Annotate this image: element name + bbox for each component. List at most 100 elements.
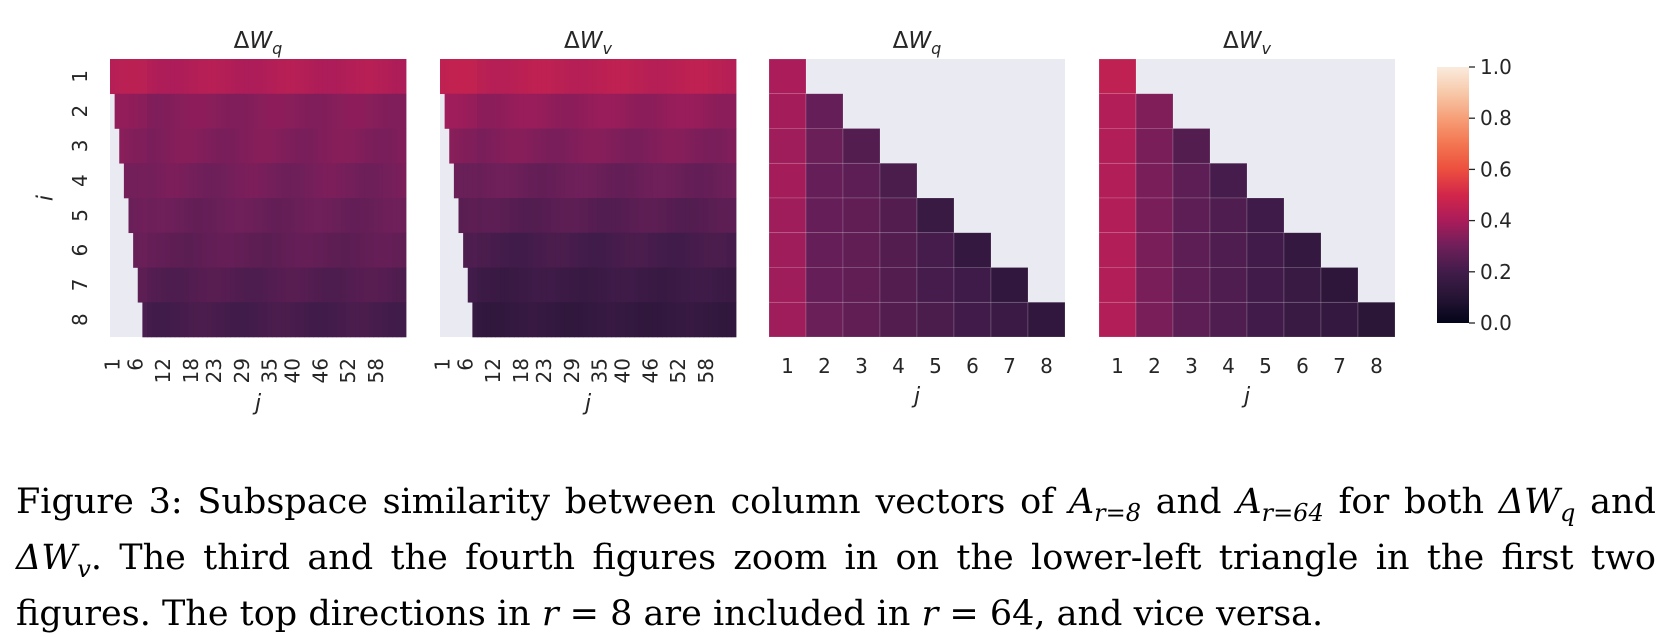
x-tick-label: 6 [453, 358, 477, 371]
heatmap-cell [239, 59, 245, 95]
heatmap-cell [382, 198, 388, 234]
heatmap-cell [401, 93, 407, 129]
heatmap-cell [629, 267, 635, 303]
heatmap-cell [458, 198, 464, 234]
heatmap-cell [267, 198, 273, 234]
heatmap-cell [657, 267, 663, 303]
heatmap-cell [258, 128, 264, 164]
heatmap-cell [119, 93, 125, 129]
heatmap-cell [364, 232, 370, 268]
heatmap-cell [560, 93, 566, 129]
heatmap-cell [615, 128, 621, 164]
heatmap-cell [401, 128, 407, 164]
heatmap-cell [717, 267, 723, 303]
heatmap-cell [373, 267, 379, 303]
heatmap-cell [308, 267, 314, 303]
heatmap-cell [137, 198, 143, 234]
heatmap-cell [689, 232, 695, 268]
heatmap-cell [369, 232, 375, 268]
heatmap-cell [657, 232, 663, 268]
heatmap-cell [481, 93, 487, 129]
heatmap-cell [717, 302, 723, 338]
x-tick-label: 46 [308, 358, 332, 383]
heatmap-cell [477, 163, 483, 199]
heatmap-cell [606, 302, 612, 338]
heatmap-cell [142, 163, 148, 199]
heatmap-cell [373, 198, 379, 234]
heatmap-cell [495, 302, 501, 338]
y-tick-label: 4 [68, 174, 92, 187]
heatmap-cell [151, 128, 157, 164]
heatmap-cell [601, 267, 607, 303]
heatmap-cell [230, 59, 236, 95]
heatmap-cell [248, 302, 254, 338]
heatmap-cell [662, 267, 668, 303]
heatmap-cell [615, 267, 621, 303]
heatmap-cell [1098, 128, 1137, 164]
heatmap-cell [221, 59, 227, 95]
heatmap-cell [615, 163, 621, 199]
heatmap-cell [295, 59, 301, 95]
heatmap-cell [652, 302, 658, 338]
panel-title-dwv-full: ΔWv [564, 28, 612, 58]
heatmap-cell [211, 128, 217, 164]
heatmap-cell [671, 302, 677, 338]
heatmap-cell [322, 267, 328, 303]
caption-body: . The third and the fourth figures zoom … [16, 538, 1668, 634]
heatmap-cell [355, 163, 361, 199]
heatmap-cell [1246, 267, 1285, 303]
heatmap-cell [685, 232, 691, 268]
heatmap-cell [341, 267, 347, 303]
heatmap-cell [156, 198, 162, 234]
heatmap-cell [597, 59, 603, 95]
heatmap-cell [685, 59, 691, 95]
heatmap-cell [364, 198, 370, 234]
heatmap-cell [290, 198, 296, 234]
heatmap-cell [350, 198, 356, 234]
heatmap-cell [486, 128, 492, 164]
heatmap-cell [230, 163, 236, 199]
heatmap-cell [387, 232, 393, 268]
heatmap-cell [382, 163, 388, 199]
heatmap-cell [1172, 197, 1211, 234]
heatmap-cell [308, 93, 314, 129]
heatmap-cell [1209, 197, 1248, 234]
heatmap-cell [179, 267, 185, 303]
heatmap-cell [285, 59, 291, 95]
heatmap-cell [299, 163, 305, 199]
heatmap-cell [308, 128, 314, 164]
heatmap-cell [477, 59, 483, 95]
heatmap-cell [179, 59, 185, 95]
heatmap-cell [327, 267, 333, 303]
heatmap-cell [625, 128, 631, 164]
heatmap-cell [184, 93, 190, 129]
heatmap-cell [202, 128, 208, 164]
heatmap-cell [271, 163, 277, 199]
heatmap-cell [592, 163, 598, 199]
heatmap-cell [119, 59, 125, 95]
heatmap-cell [990, 267, 1029, 303]
heatmap-cell [322, 59, 328, 95]
heatmap-cell [392, 302, 398, 338]
heatmap-cell [699, 128, 705, 164]
heatmap-cell [768, 232, 807, 268]
heatmap-cell [1098, 162, 1137, 199]
heatmap-cell [378, 128, 384, 164]
heatmap-cell [675, 128, 681, 164]
heatmap-cell [276, 93, 282, 129]
heatmap-cell [396, 267, 402, 303]
heatmap-cell [481, 198, 487, 234]
heatmap-cell [244, 198, 250, 234]
heatmap-cell [597, 163, 603, 199]
heatmap-cell [708, 267, 714, 303]
heatmap-cell [147, 59, 153, 95]
heatmap-cell [327, 198, 333, 234]
heatmap-cell [717, 163, 723, 199]
heatmap-cell [211, 302, 217, 338]
heatmap-cell [606, 93, 612, 129]
heatmap-cell [583, 267, 589, 303]
heatmap-cell [652, 163, 658, 199]
heatmap-cell [396, 128, 402, 164]
heatmap-cell [1357, 301, 1396, 338]
heatmap-cell [373, 232, 379, 268]
